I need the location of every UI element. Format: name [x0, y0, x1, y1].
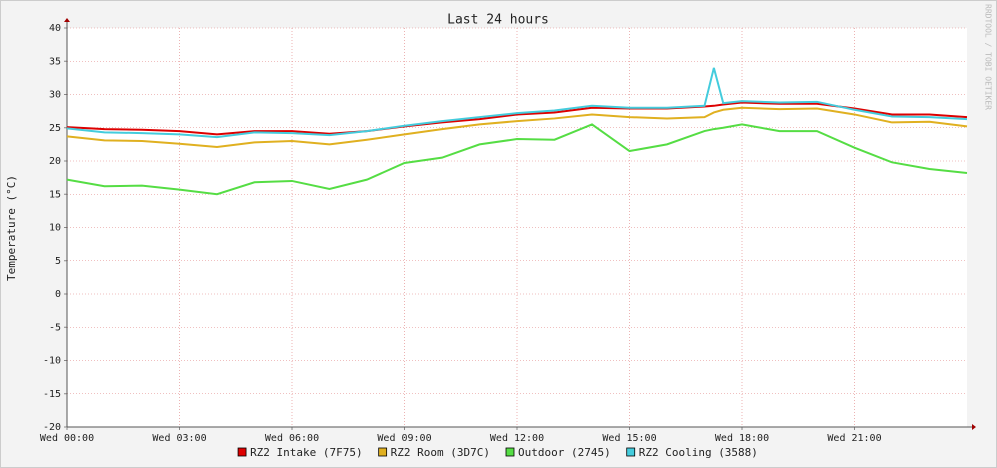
y-axis-label: Temperature (°C)	[5, 175, 18, 281]
y-tick-label: 30	[49, 90, 61, 101]
watermark: RRDTOOL / TOBI OETIKER	[984, 4, 993, 110]
y-tick-label: 40	[49, 23, 61, 34]
x-tick-label: Wed 09:00	[377, 433, 431, 444]
chart-title: Last 24 hours	[447, 13, 549, 28]
x-tick-label: Wed 15:00	[602, 433, 656, 444]
y-tick-label: 0	[55, 289, 61, 300]
y-tick-label: 15	[49, 189, 61, 200]
axis-arrow	[64, 18, 70, 22]
y-tick-label: -10	[43, 356, 61, 367]
legend-label: RZ2 Cooling (3588)	[639, 446, 758, 459]
legend-swatch	[378, 447, 388, 457]
series-line	[66, 106, 968, 149]
x-tick-label: Wed 03:00	[152, 433, 206, 444]
series-line	[66, 67, 968, 139]
x-tick-label: Wed 06:00	[265, 433, 319, 444]
legend-swatch	[237, 447, 247, 457]
y-tick-label: 10	[49, 223, 61, 234]
x-tick-label: Wed 12:00	[490, 433, 544, 444]
x-tick-label: Wed 21:00	[827, 433, 881, 444]
series-line	[66, 123, 968, 196]
y-tick-label: -15	[43, 389, 61, 400]
x-tick-label: Wed 00:00	[40, 433, 94, 444]
legend-swatch	[626, 447, 636, 457]
series-line	[66, 101, 968, 136]
y-tick-label: 5	[55, 256, 61, 267]
x-tick-label: Wed 18:00	[715, 433, 769, 444]
legend-label: RZ2 Intake (7F75)	[250, 446, 363, 459]
y-tick-label: 35	[49, 56, 61, 67]
legend-label: RZ2 Room (3D7C)	[391, 446, 490, 459]
y-tick-label: -5	[49, 322, 61, 333]
y-tick-label: -20	[43, 422, 61, 433]
y-tick-label: 25	[49, 123, 61, 134]
axis-arrow	[972, 424, 976, 430]
legend-swatch	[505, 447, 515, 457]
legend-label: Outdoor (2745)	[518, 446, 611, 459]
y-tick-label: 20	[49, 156, 61, 167]
